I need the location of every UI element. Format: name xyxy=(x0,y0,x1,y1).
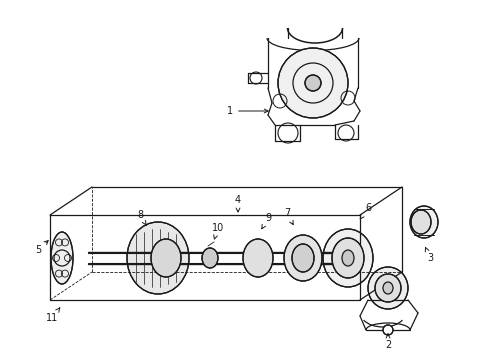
Ellipse shape xyxy=(375,274,401,302)
Text: 5: 5 xyxy=(35,240,48,255)
Ellipse shape xyxy=(368,267,408,309)
Ellipse shape xyxy=(284,235,322,281)
Ellipse shape xyxy=(410,206,438,238)
Text: 11: 11 xyxy=(46,308,60,323)
Text: 3: 3 xyxy=(425,247,433,263)
Text: 8: 8 xyxy=(137,210,147,225)
Text: 10: 10 xyxy=(212,223,224,239)
Ellipse shape xyxy=(51,232,73,284)
Ellipse shape xyxy=(292,244,314,272)
Text: 6: 6 xyxy=(360,203,371,219)
Text: 4: 4 xyxy=(235,195,241,212)
Ellipse shape xyxy=(243,239,273,277)
Circle shape xyxy=(383,325,393,335)
Ellipse shape xyxy=(332,238,364,278)
Ellipse shape xyxy=(383,282,393,294)
Circle shape xyxy=(305,75,321,91)
Ellipse shape xyxy=(342,250,354,266)
Text: 1: 1 xyxy=(227,106,268,116)
Ellipse shape xyxy=(202,248,218,268)
Ellipse shape xyxy=(411,210,431,234)
Ellipse shape xyxy=(323,229,373,287)
Circle shape xyxy=(278,48,348,118)
Text: 2: 2 xyxy=(385,334,391,350)
Text: 7: 7 xyxy=(284,208,293,225)
Ellipse shape xyxy=(127,222,189,294)
Ellipse shape xyxy=(151,239,181,277)
Text: 9: 9 xyxy=(262,213,271,229)
